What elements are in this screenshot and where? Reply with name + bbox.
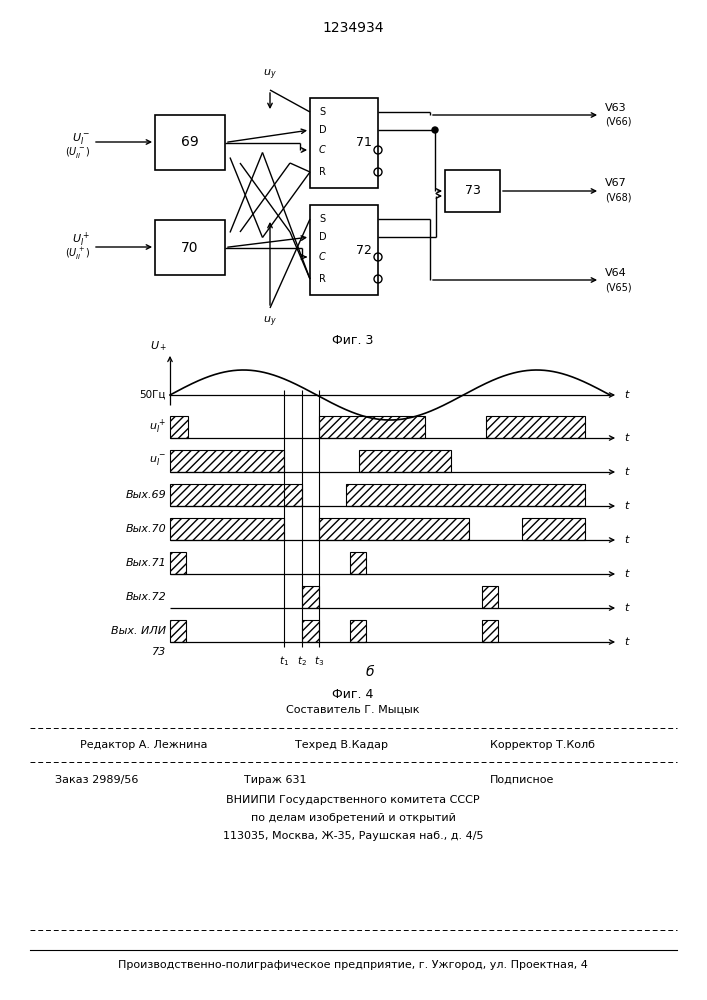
Text: Производственно-полиграфическое предприятие, г. Ужгород, ул. Проектная, 4: Производственно-полиграфическое предприя… xyxy=(118,960,588,970)
Text: Фиг. 3: Фиг. 3 xyxy=(332,334,374,347)
Bar xyxy=(170,552,186,574)
Text: $u_I^+$: $u_I^+$ xyxy=(149,418,166,436)
Text: V67: V67 xyxy=(605,178,626,188)
Text: Заказ 2989/56: Заказ 2989/56 xyxy=(55,775,139,785)
Text: $U_I^-$: $U_I^-$ xyxy=(72,130,90,145)
Bar xyxy=(310,98,378,188)
Text: C: C xyxy=(319,145,326,155)
Text: 69: 69 xyxy=(181,135,199,149)
Text: Вых.72: Вых.72 xyxy=(125,592,166,602)
Text: $t_2$: $t_2$ xyxy=(297,654,307,668)
Bar xyxy=(359,450,451,472)
Text: $(U_{II}^+)$: $(U_{II}^+)$ xyxy=(64,246,90,262)
Text: по делам изобретений и открытий: по делам изобретений и открытий xyxy=(250,813,455,823)
Text: R: R xyxy=(319,167,326,177)
Text: S: S xyxy=(319,214,325,224)
Text: Тираж 631: Тираж 631 xyxy=(244,775,306,785)
Text: $u_y$: $u_y$ xyxy=(263,315,277,329)
Text: Техред В.Кадар: Техред В.Кадар xyxy=(295,740,388,750)
Text: t: t xyxy=(624,501,629,511)
Text: (V66): (V66) xyxy=(605,117,631,127)
Bar xyxy=(170,416,188,438)
Text: R: R xyxy=(319,274,326,284)
Text: t: t xyxy=(624,637,629,647)
Bar xyxy=(310,205,378,295)
Text: Корректор Т.Колб: Корректор Т.Колб xyxy=(490,740,595,750)
Text: t: t xyxy=(624,390,629,400)
Text: 73: 73 xyxy=(464,184,481,198)
Text: $(U_{II}^-)$: $(U_{II}^-)$ xyxy=(64,144,90,159)
Bar xyxy=(522,518,585,540)
Text: ВНИИПИ Государственного комитета СССР: ВНИИПИ Государственного комитета СССР xyxy=(226,795,480,805)
Text: V63: V63 xyxy=(605,103,626,113)
Text: $u_I^-$: $u_I^-$ xyxy=(149,454,166,468)
Text: 70: 70 xyxy=(181,240,199,254)
Bar xyxy=(350,552,366,574)
Text: Фиг. 4: Фиг. 4 xyxy=(332,688,374,700)
Text: 1234934: 1234934 xyxy=(322,21,384,35)
Text: 113035, Москва, Ж-35, Раушская наб., д. 4/5: 113035, Москва, Ж-35, Раушская наб., д. … xyxy=(223,831,484,841)
Text: 50Гц: 50Гц xyxy=(139,390,166,400)
Text: Редактор А. Лежнина: Редактор А. Лежнина xyxy=(80,740,207,750)
Text: Вых.69: Вых.69 xyxy=(125,490,166,500)
Circle shape xyxy=(432,127,438,133)
Bar xyxy=(346,484,585,506)
Text: t: t xyxy=(624,433,629,443)
Text: (V68): (V68) xyxy=(605,192,631,202)
Text: Составитель Г. Мыцык: Составитель Г. Мыцык xyxy=(286,705,420,715)
Bar xyxy=(170,450,284,472)
Text: б: б xyxy=(366,665,374,679)
Text: $U_+$: $U_+$ xyxy=(150,339,167,353)
Text: Вых.71: Вых.71 xyxy=(125,558,166,568)
Bar xyxy=(486,416,585,438)
Bar xyxy=(482,620,498,642)
Bar xyxy=(170,518,284,540)
Text: V64: V64 xyxy=(605,268,626,278)
Text: 71: 71 xyxy=(356,136,372,149)
Text: 72: 72 xyxy=(356,243,372,256)
Bar xyxy=(155,115,225,170)
Bar xyxy=(302,586,319,608)
Text: t: t xyxy=(624,569,629,579)
Text: $t_3$: $t_3$ xyxy=(314,654,324,668)
Bar xyxy=(350,620,366,642)
Text: Вых. ИЛИ: Вых. ИЛИ xyxy=(111,626,166,636)
Bar xyxy=(482,586,498,608)
Bar xyxy=(170,484,302,506)
Text: t: t xyxy=(624,467,629,477)
Text: Вых.70: Вых.70 xyxy=(125,524,166,534)
Text: Подписное: Подписное xyxy=(490,775,554,785)
Text: $U_I^+$: $U_I^+$ xyxy=(72,231,90,249)
Bar xyxy=(155,220,225,275)
Bar xyxy=(170,620,186,642)
Bar xyxy=(302,620,319,642)
Text: (V65): (V65) xyxy=(605,282,631,292)
Text: D: D xyxy=(319,125,327,135)
Text: C: C xyxy=(319,252,326,262)
Text: $t_1$: $t_1$ xyxy=(279,654,289,668)
Bar xyxy=(319,518,469,540)
Bar xyxy=(445,170,500,212)
Text: $u_y$: $u_y$ xyxy=(263,68,277,82)
Text: t: t xyxy=(624,535,629,545)
Text: D: D xyxy=(319,232,327,242)
Bar xyxy=(319,416,425,438)
Text: 73: 73 xyxy=(152,647,166,657)
Text: t: t xyxy=(624,603,629,613)
Text: S: S xyxy=(319,107,325,117)
